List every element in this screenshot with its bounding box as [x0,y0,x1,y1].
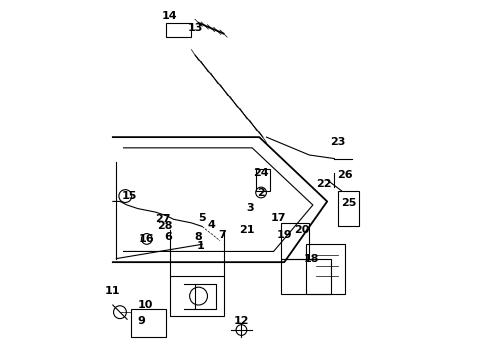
Text: 13: 13 [187,23,203,33]
Text: 12: 12 [234,316,249,326]
Text: 6: 6 [164,232,172,242]
Text: 14: 14 [162,11,178,21]
Text: 3: 3 [246,203,254,213]
Text: 25: 25 [341,198,356,208]
Text: 22: 22 [316,179,331,189]
Text: 4: 4 [207,220,215,230]
Text: 5: 5 [198,212,206,222]
Text: 10: 10 [137,300,153,310]
Text: 16: 16 [139,234,154,244]
Text: 19: 19 [276,230,292,240]
Text: 11: 11 [105,286,121,296]
Text: 15: 15 [121,191,137,201]
Text: 23: 23 [330,138,345,148]
Text: 27: 27 [155,214,171,224]
Text: 7: 7 [218,230,226,240]
Text: 28: 28 [157,221,172,231]
Text: 8: 8 [195,232,202,242]
Text: 24: 24 [253,168,269,178]
Text: 26: 26 [337,170,353,180]
Text: 18: 18 [303,253,319,264]
Text: 21: 21 [239,225,254,235]
Text: 17: 17 [271,212,287,222]
Text: 1: 1 [196,241,204,251]
Text: 9: 9 [138,316,146,326]
Text: 20: 20 [294,225,310,235]
Text: 2: 2 [257,188,265,198]
